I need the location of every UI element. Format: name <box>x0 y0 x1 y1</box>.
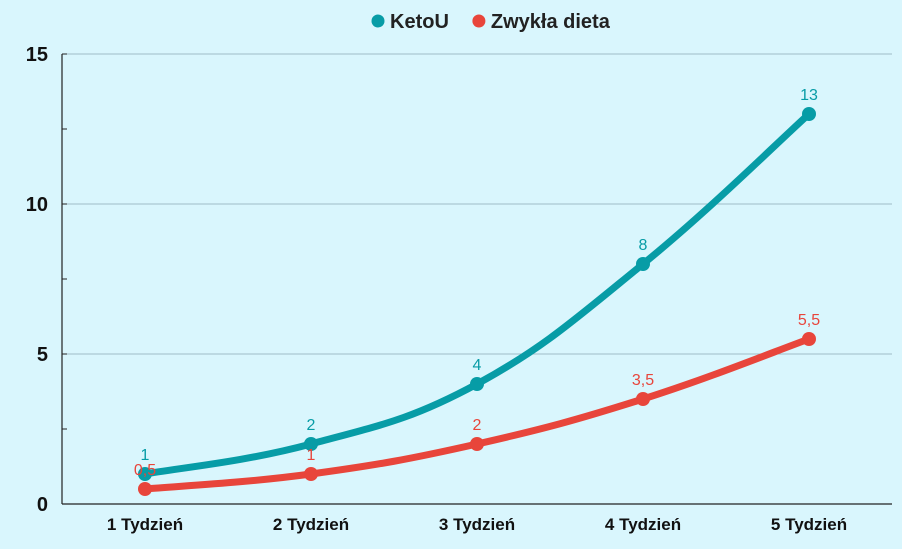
data-label-zwyk-a-dieta: 0,5 <box>134 462 156 479</box>
data-label-zwyk-a-dieta: 5,5 <box>798 312 820 329</box>
data-label-zwyk-a-dieta: 1 <box>307 447 316 464</box>
data-label-ketou: 2 <box>307 417 316 434</box>
legend-label: KetoU <box>390 11 449 33</box>
data-point-ketou <box>802 107 816 121</box>
y-tick-label: 5 <box>37 344 48 366</box>
data-label-zwyk-a-dieta: 3,5 <box>632 372 654 389</box>
y-tick-label: 0 <box>37 494 48 516</box>
x-tick-label: 1 Tydzień <box>107 515 183 534</box>
data-point-zwyk-a-dieta <box>470 437 484 451</box>
data-point-ketou <box>470 377 484 391</box>
data-label-ketou: 8 <box>639 237 648 254</box>
data-point-zwyk-a-dieta <box>138 482 152 496</box>
data-label-ketou: 1 <box>141 447 150 464</box>
legend-marker <box>472 14 486 28</box>
data-label-ketou: 13 <box>800 87 818 104</box>
data-point-zwyk-a-dieta <box>304 467 318 481</box>
x-tick-label: 4 Tydzień <box>605 515 681 534</box>
data-label-ketou: 4 <box>473 357 482 374</box>
x-tick-label: 5 Tydzień <box>771 515 847 534</box>
x-tick-label: 2 Tydzień <box>273 515 349 534</box>
legend-label: Zwykła dieta <box>491 11 611 33</box>
data-point-ketou <box>636 257 650 271</box>
y-tick-label: 15 <box>26 44 48 66</box>
data-point-ketou <box>138 467 152 481</box>
legend-marker <box>371 14 385 28</box>
data-label-zwyk-a-dieta: 2 <box>473 417 482 434</box>
data-point-zwyk-a-dieta <box>636 392 650 406</box>
data-point-zwyk-a-dieta <box>802 332 816 346</box>
x-tick-label: 3 Tydzień <box>439 515 515 534</box>
y-tick-label: 10 <box>26 194 48 216</box>
data-point-ketou <box>304 437 318 451</box>
